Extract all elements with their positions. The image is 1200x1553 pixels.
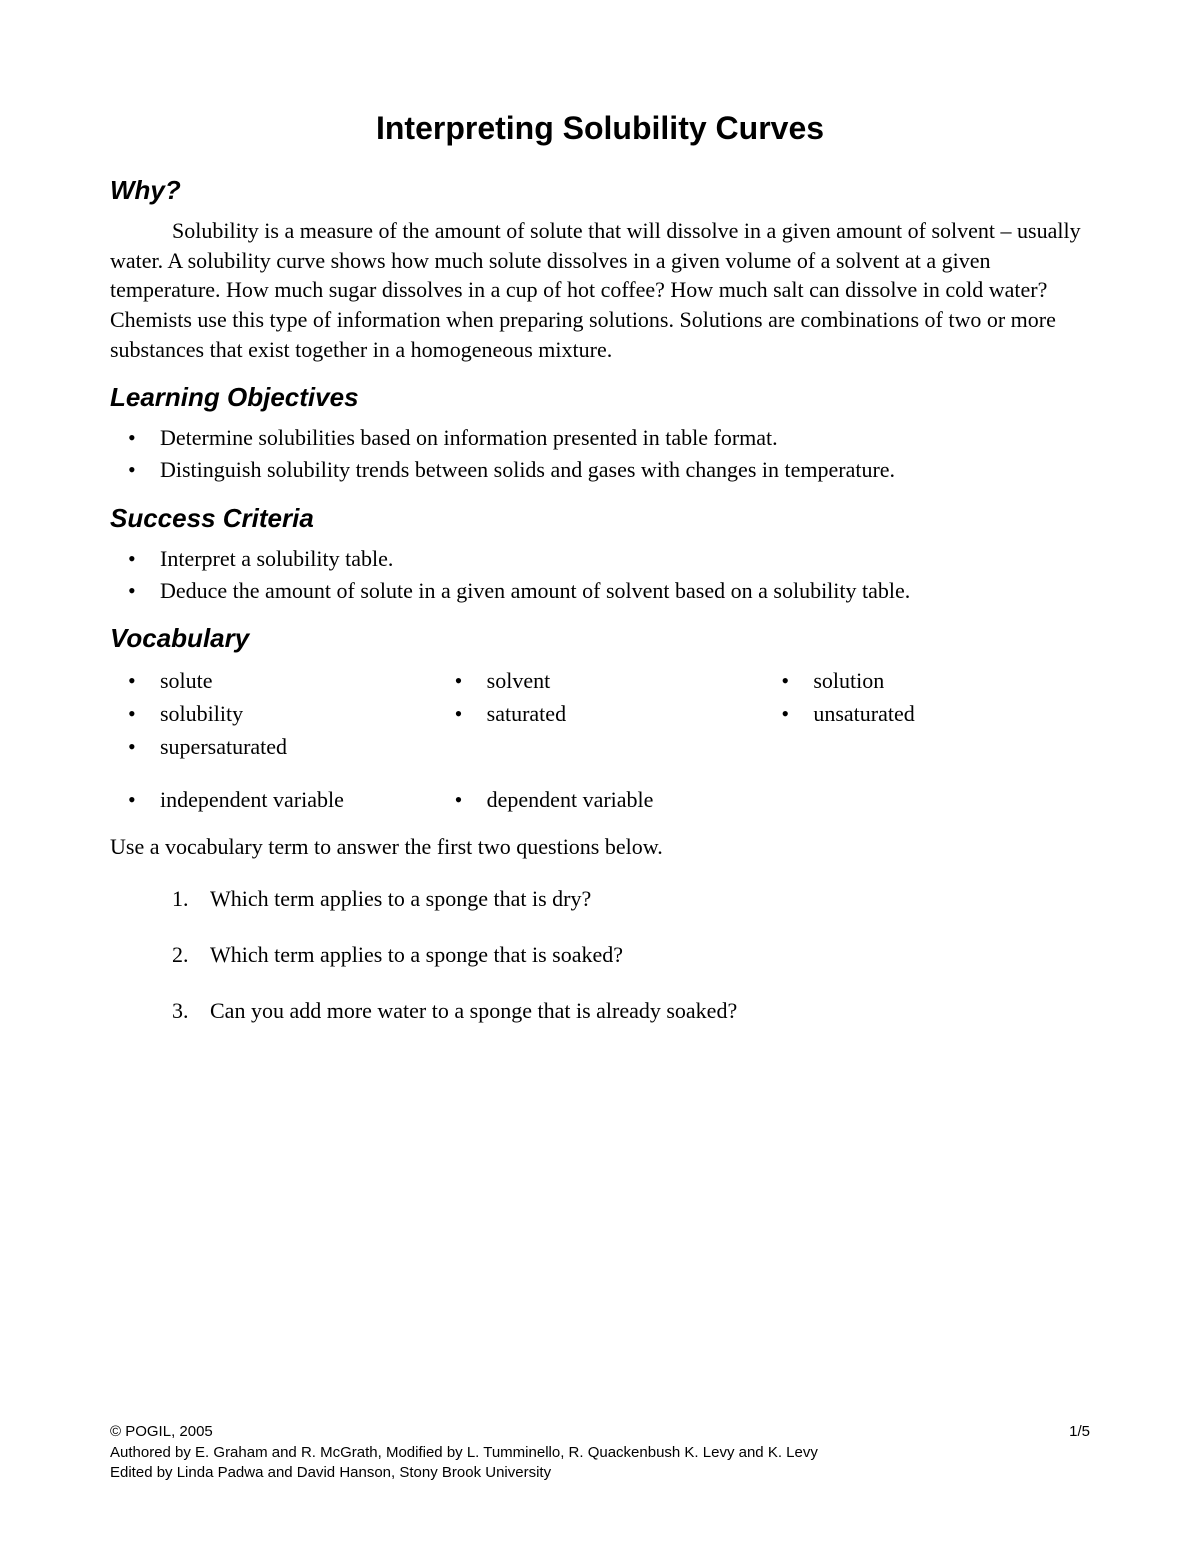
vocab-term: unsaturated bbox=[763, 697, 1090, 730]
vocab-term: dependent variable bbox=[437, 783, 764, 816]
list-item: Interpret a solubility table. bbox=[110, 544, 1090, 574]
page-number: 1/5 bbox=[1069, 1422, 1090, 1442]
list-item: Distinguish solubility trends between so… bbox=[110, 455, 1090, 485]
vocabulary-heading: Vocabulary bbox=[110, 623, 1090, 654]
question-text: Which term applies to a sponge that is d… bbox=[210, 886, 591, 911]
page-title: Interpreting Solubility Curves bbox=[110, 110, 1090, 147]
learning-objectives-list: Determine solubilities based on informat… bbox=[110, 423, 1090, 484]
footer-edited: Edited by Linda Padwa and David Hanson, … bbox=[110, 1463, 1090, 1483]
question-number: 3. bbox=[172, 996, 189, 1026]
success-criteria-heading: Success Criteria bbox=[110, 503, 1090, 534]
question-number: 1. bbox=[172, 884, 189, 914]
vocab-term: solute bbox=[110, 664, 437, 697]
question-text: Which term applies to a sponge that is s… bbox=[210, 942, 623, 967]
vocab-term: solvent bbox=[437, 664, 764, 697]
vocab-term: solution bbox=[763, 664, 1090, 697]
questions-list: 1. Which term applies to a sponge that is… bbox=[110, 884, 1090, 1025]
footer-copyright: © POGIL, 2005 bbox=[110, 1422, 1090, 1442]
vocabulary-grid: solute solvent solution solubility satur… bbox=[110, 664, 1090, 763]
vocabulary-instruction: Use a vocabulary term to answer the firs… bbox=[110, 834, 1090, 860]
list-item: Determine solubilities based on informat… bbox=[110, 423, 1090, 453]
learning-objectives-heading: Learning Objectives bbox=[110, 382, 1090, 413]
page-footer: © POGIL, 2005 Authored by E. Graham and … bbox=[110, 1422, 1090, 1483]
vocab-term: independent variable bbox=[110, 783, 437, 816]
list-item: Deduce the amount of solute in a given a… bbox=[110, 576, 1090, 606]
vocab-empty bbox=[437, 730, 764, 763]
question-item: 2. Which term applies to a sponge that is… bbox=[110, 940, 1090, 970]
success-criteria-list: Interpret a solubility table. Deduce the… bbox=[110, 544, 1090, 605]
vocabulary-row2: independent variable dependent variable bbox=[110, 783, 1090, 816]
vocab-empty bbox=[763, 730, 1090, 763]
footer-authored: Authored by E. Graham and R. McGrath, Mo… bbox=[110, 1443, 1090, 1463]
why-heading: Why? bbox=[110, 175, 1090, 206]
document-page: Interpreting Solubility Curves Why? Solu… bbox=[0, 0, 1200, 1553]
question-item: 1. Which term applies to a sponge that is… bbox=[110, 884, 1090, 914]
vocab-term: saturated bbox=[437, 697, 764, 730]
why-body: Solubility is a measure of the amount of… bbox=[110, 216, 1090, 364]
vocab-empty bbox=[763, 783, 1090, 816]
vocab-term: solubility bbox=[110, 697, 437, 730]
question-text: Can you add more water to a sponge that … bbox=[210, 998, 737, 1023]
question-item: 3. Can you add more water to a sponge tha… bbox=[110, 996, 1090, 1026]
question-number: 2. bbox=[172, 940, 189, 970]
vocab-term: supersaturated bbox=[110, 730, 437, 763]
